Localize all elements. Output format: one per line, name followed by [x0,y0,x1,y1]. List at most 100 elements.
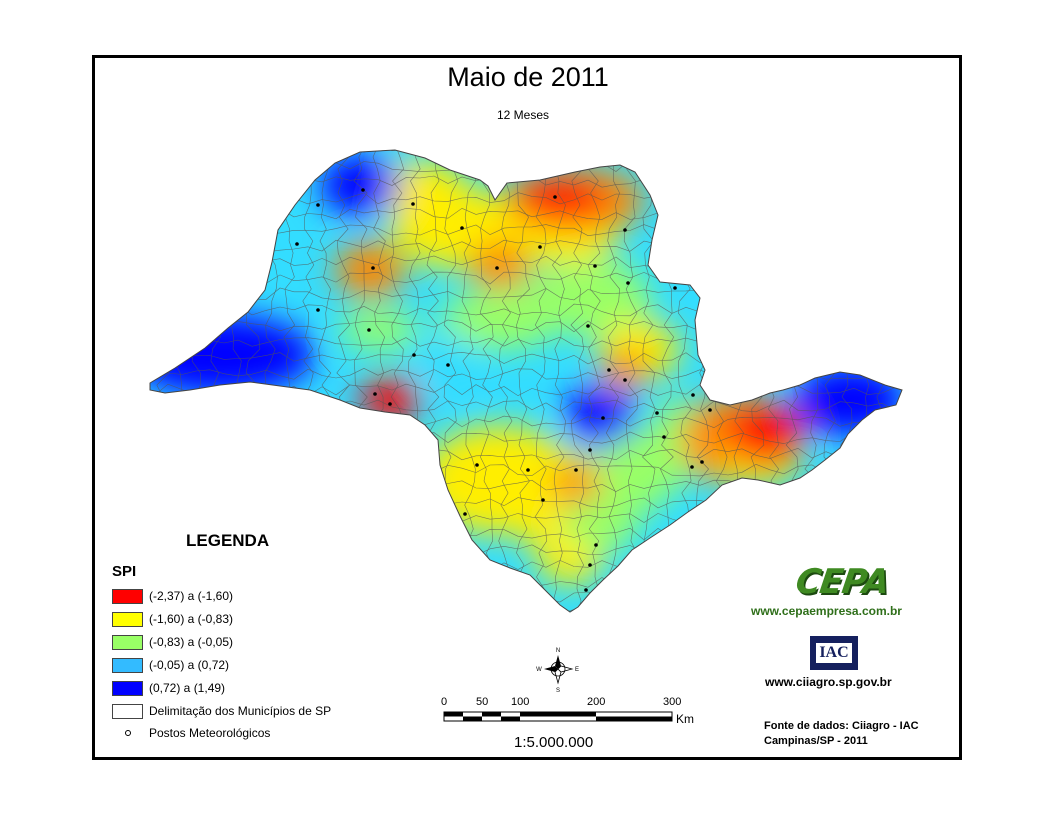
municipio-boundary [150,159,897,173]
posto-meteorologico [295,242,299,246]
iac-logo: IAC [810,636,858,670]
spi-title: SPI [112,563,137,580]
scale-tick-200: 200 [587,696,606,708]
south-label: S [556,688,560,694]
posto-meteorologico [626,281,630,285]
posto-meteorologico [412,353,416,357]
spi-region [470,240,530,290]
spi-region [420,335,480,385]
posto-meteorologico [463,512,467,516]
legend-swatch-5 [112,680,143,696]
spi-region [600,350,650,390]
posto-meteorologico [673,286,677,290]
posto-meteorologico [574,468,578,472]
posto-meteorologico [690,465,694,469]
municipio-boundary [479,150,494,612]
posto-meteorologico [601,416,605,420]
legend-municipios: Delimitação dos Municípios de SP [112,702,331,720]
posto-meteorologico [655,411,659,415]
scale-unit: Km [676,712,694,726]
municipio-boundary [150,150,897,157]
posto-meteorologico [588,448,592,452]
spi-region [550,465,600,505]
posto-meteorologico [411,202,415,206]
legend-class-1-label: (-2,37) a (-1,60) [149,589,234,603]
spi-region [150,315,315,395]
legend-swatch-municipios [112,703,143,719]
posto-meteorologico [361,188,365,192]
municipio-boundary [516,150,530,612]
posto-meteorologico [373,392,377,396]
posto-meteorologico [691,393,695,397]
posto-meteorologico [316,203,320,207]
municipio-boundary [641,150,657,612]
legend-postos-label: Postos Meteorológicos [149,726,271,740]
municipio-boundary [875,150,891,612]
municipio-boundary [498,150,513,612]
legend-class-2: (-1,60) a (-0,83) [112,610,233,628]
scale-tick-100: 100 [511,696,530,708]
posto-meteorologico [367,328,371,332]
municipio-boundary [785,150,801,612]
municipio-boundary [552,150,566,612]
posto-meteorologico [541,498,545,502]
municipio-boundary [570,150,585,612]
iac-logo-text: IAC [816,643,852,663]
spi-region [320,155,400,215]
posto-meteorologico [584,588,588,592]
municipio-boundary [150,575,897,589]
map-title: Maio de 2011 [447,62,609,92]
legend-class-3-label: (-0,83) a (-0,05) [149,635,234,649]
map-frame [92,55,962,760]
posto-meteorologico [588,563,592,567]
posto-meteorologico [586,324,590,328]
legend-class-2-label: (-1,60) a (-0,83) [149,612,234,626]
legend-class-5: (0,72) a (1,49) [112,679,225,697]
municipio-boundary [150,591,897,605]
legend-class-4-label: (-0,05) a (0,72) [149,658,230,672]
posto-meteorologico [700,460,704,464]
municipio-boundary [461,150,476,612]
posto-meteorologico [446,363,450,367]
data-source-line2: Campinas/SP - 2011 [764,735,868,747]
posto-meteorologico [538,245,542,249]
legend-class-5-label: (0,72) a (1,49) [149,681,226,695]
posto-meteorologico [388,402,392,406]
legend-title: LEGENDA [186,531,270,550]
municipio-boundary [534,150,548,612]
west-label: W [536,667,542,673]
posto-meteorologico [594,543,598,547]
posto-meteorologico [662,435,666,439]
scale-tick-300: 300 [663,696,682,708]
spi-region [515,178,605,222]
municipio-boundary [768,150,783,612]
legend-postos: Postos Meteorológicos [112,724,270,742]
posto-meteorologico [593,264,597,268]
scale-tick-50: 50 [476,696,489,708]
posto-meteorologico [495,266,499,270]
north-label: N [556,648,560,654]
legend-class-1: (-2,37) a (-1,60) [112,587,233,605]
scale-tick-0: 0 [441,696,448,708]
posto-meteorologico [460,226,464,230]
legend-swatch-1 [112,588,143,604]
scale-bar [443,711,673,722]
spi-region [725,403,805,467]
legend-swatch-2 [112,611,143,627]
cepa-url: www.cepaempresa.com.br [751,604,902,618]
posto-meteorologico [708,408,712,412]
data-source: Fonte de dados: Ciiagro - IAC Campinas/S… [764,719,919,749]
municipio-boundary [732,150,746,612]
legend-class-3: (-0,83) a (-0,05) [112,633,233,651]
data-source-line1: Fonte de dados: Ciiagro - IAC [764,720,919,732]
posto-meteorologico [526,468,530,472]
municipio-boundary [713,150,728,612]
municipio-boundary [605,150,620,612]
municipio-boundary [893,150,902,612]
posto-meteorologico [475,463,479,467]
posto-dot-icon [112,726,143,741]
posto-meteorologico [607,368,611,372]
legend-class-4: (-0,05) a (0,72) [112,656,229,674]
spi-region [340,310,420,350]
